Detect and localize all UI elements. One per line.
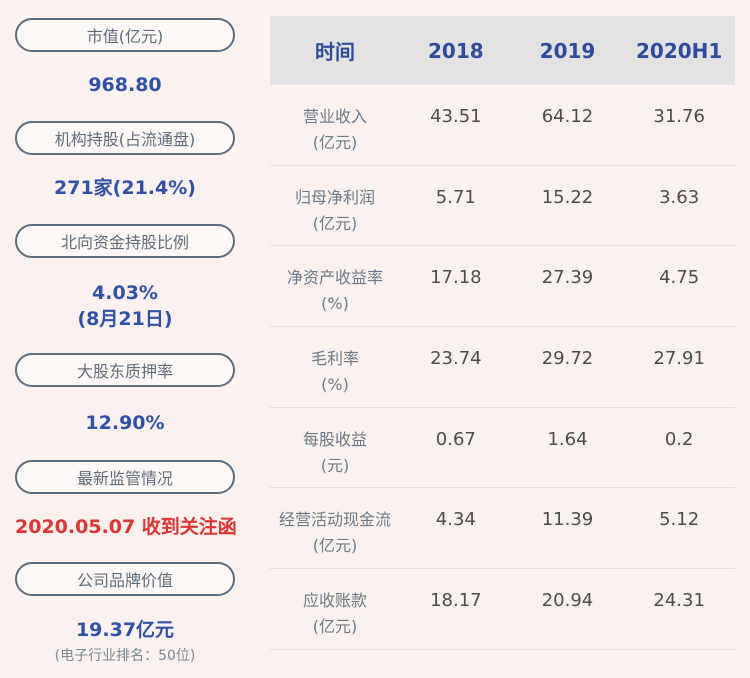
table-row: 每股收益 (元) 0.67 1.64 0.2 [270,408,735,489]
stat-pill-northbound-holding: 北向资金持股比例 [15,224,235,258]
table-row: 净资产收益率 (%) 17.18 27.39 4.75 [270,246,735,328]
row-label-name: 应收账款 [302,591,367,611]
table-row: 应收账款 (亿元) 18.17 20.94 24.31 [270,569,735,650]
cell-value: 15.22 [541,186,594,208]
cell-value: 24.31 [653,590,705,612]
stat-value-brand-value: 19.37亿元 [75,619,175,641]
stat-value-line2: (8月21日) [77,308,173,330]
table-row: 营业收入 (亿元) 43.51 64.12 31.76 [270,85,735,166]
row-label: 营业收入 (亿元) [270,85,400,165]
row-label: 应收账款 (亿元) [270,569,400,649]
row-label-unit: (元) [320,455,350,475]
stat-pill-pledge-ratio: 大股东质押率 [15,353,235,387]
cell-value: 0.67 [435,428,476,450]
row-label-unit: (亿元) [312,617,358,637]
cell-value: 11.39 [541,509,594,531]
sidebar-stats: 市值(亿元) 968.80 机构持股(占流通盘) 271家(21.4%) 北向资金持股比… [15,0,237,678]
cell-value: 4.34 [435,509,476,531]
stat-value-institution-holding: 271家(21.4%) [54,177,196,199]
stat-value-pledge-ratio: 12.90% [85,412,165,434]
row-label: 净资产收益率 (%) [270,246,400,326]
cell-value: 31.76 [653,106,705,127]
row-label-name: 归母净利润 [294,187,375,207]
financials-table: 时间 2018 2019 2020H1 营业收入 (亿元) 43.51 64.12 31.76… [270,16,735,650]
cell-value: 23.74 [430,348,482,370]
cell-value: 0.2 [664,428,694,450]
row-label-name: 每股收益 [302,429,367,449]
stat-value-market-cap: 968.80 [88,74,162,96]
cell-value: 17.18 [430,267,482,289]
cell-value: 3.63 [659,186,700,208]
stat-value-line1: 4.03% [92,282,158,304]
cell-value: 29.72 [541,348,594,370]
column-header-period: 2018 [427,38,484,63]
cell-value: 20.94 [541,590,594,612]
stat-value-regulation-status: 2020.05.07 收到关注函 [15,516,237,538]
row-label: 每股收益 (元) [270,408,400,488]
table-row: 毛利率 (%) 23.74 29.72 27.91 [270,327,735,408]
stat-note-brand-value: (电子行业排名：50位) [54,648,196,664]
stat-pill-brand-value: 公司品牌价值 [15,562,235,596]
row-label-unit: (亿元) [312,133,358,152]
row-label-name: 毛利率 [310,349,359,369]
table-row: 归母净利润 (亿元) 5.71 15.22 3.63 [270,166,735,247]
table-body: 营业收入 (亿元) 43.51 64.12 31.76 归母净利润 (亿元) 5.71 15.2… [270,85,735,650]
cell-value: 1.64 [547,428,588,450]
cell-value: 27.91 [653,348,705,370]
cell-value: 27.39 [541,267,594,289]
column-header-time: 时间 [315,40,355,64]
column-header-period: 2020H1 [635,38,723,63]
stat-pill-market-cap: 市值(亿元) [15,18,235,52]
table-row: 经营活动现金流 (亿元) 4.34 11.39 5.12 [270,488,735,570]
row-label-unit: (亿元) [312,213,358,233]
stat-value-northbound-holding: 4.03% (8月21日) [15,280,235,332]
cell-value: 43.51 [430,106,482,127]
row-label-name: 营业收入 [302,107,367,126]
row-label: 归母净利润 (亿元) [270,166,400,246]
table-header-row: 时间 2018 2019 2020H1 [270,16,735,85]
column-header-period: 2019 [539,38,596,63]
stat-pill-regulation-status: 最新监管情况 [15,460,235,494]
row-label-unit: (亿元) [312,536,358,556]
row-label-name: 经营活动现金流 [278,510,391,530]
cell-value: 64.12 [541,106,594,127]
row-label: 经营活动现金流 (亿元) [270,488,400,568]
cell-value: 18.17 [430,590,482,612]
stat-pill-institution-holding: 机构持股(占流通盘) [15,121,235,155]
row-label-unit: (%) [321,375,349,395]
cell-value: 4.75 [659,267,700,289]
cell-value: 5.71 [435,186,476,208]
row-label-name: 净资产收益率 [286,268,383,288]
row-label-unit: (%) [321,294,349,314]
cell-value: 5.12 [659,509,700,531]
row-label: 毛利率 (%) [270,327,400,407]
